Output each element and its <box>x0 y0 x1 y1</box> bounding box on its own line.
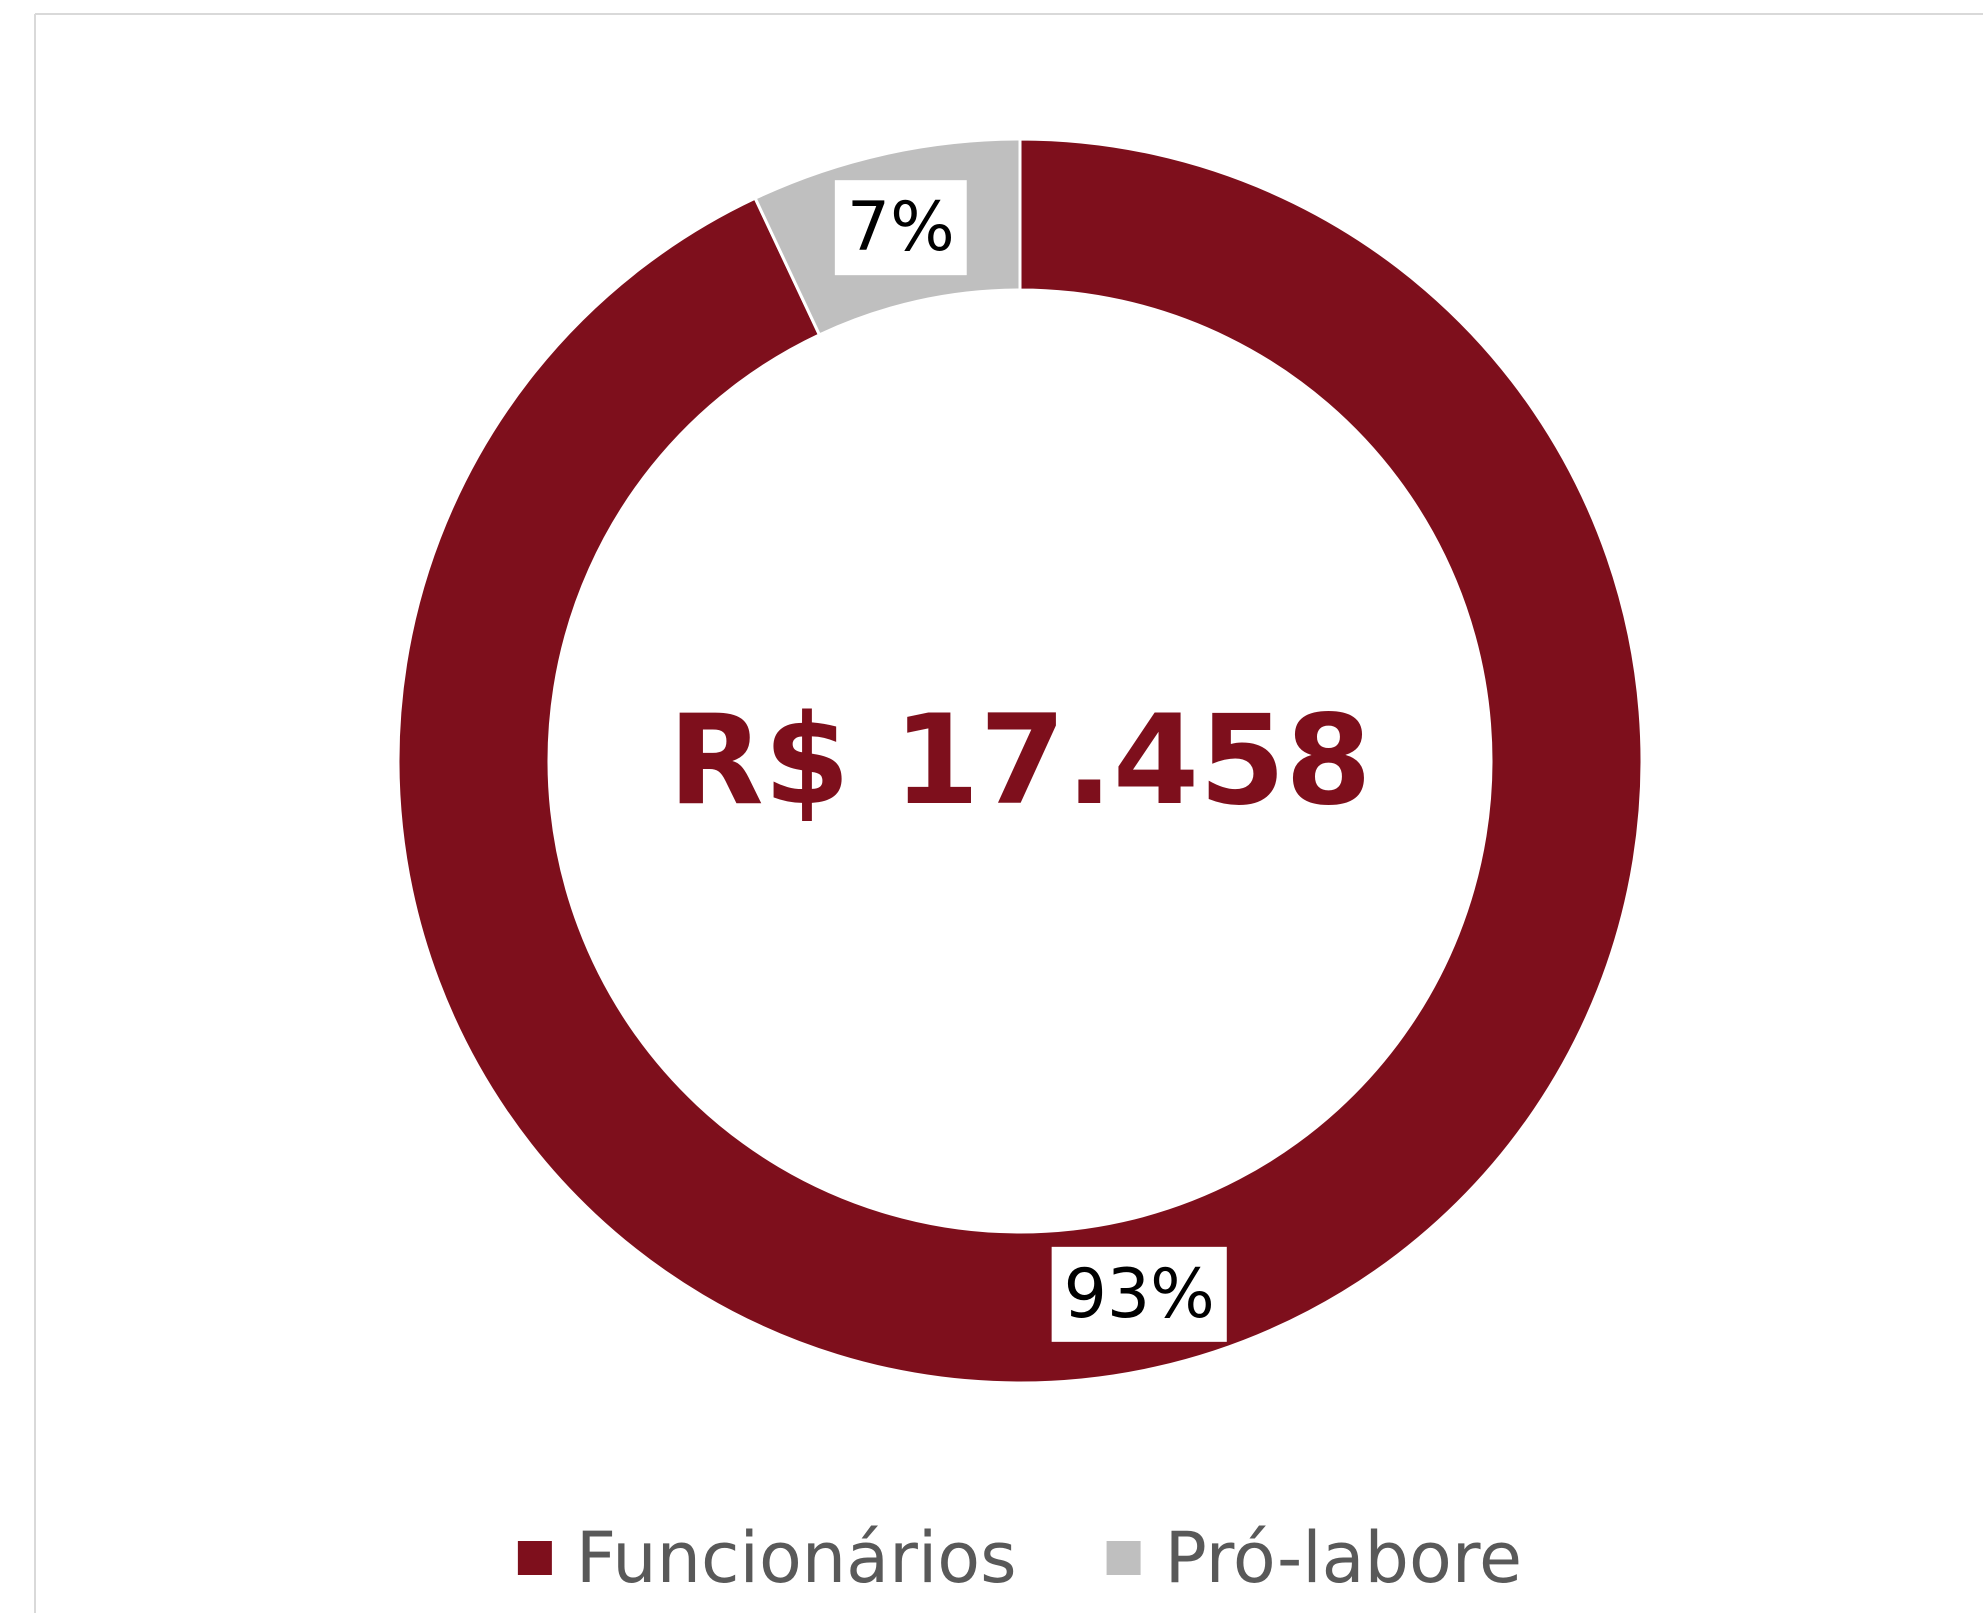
legend-label: Pró-labore <box>1165 1517 1523 1599</box>
data-label-box <box>1051 1246 1227 1342</box>
data-label: 93% <box>1064 1255 1215 1334</box>
donut-slice <box>396 137 1644 1385</box>
data-label-box <box>834 180 967 276</box>
legend-swatch <box>1106 1541 1141 1575</box>
legend-label: Funcionários <box>576 1517 1017 1599</box>
data-label: 7% <box>847 188 955 267</box>
center-label: R$ 17.458 <box>668 689 1371 833</box>
legend-swatch <box>517 1541 552 1575</box>
